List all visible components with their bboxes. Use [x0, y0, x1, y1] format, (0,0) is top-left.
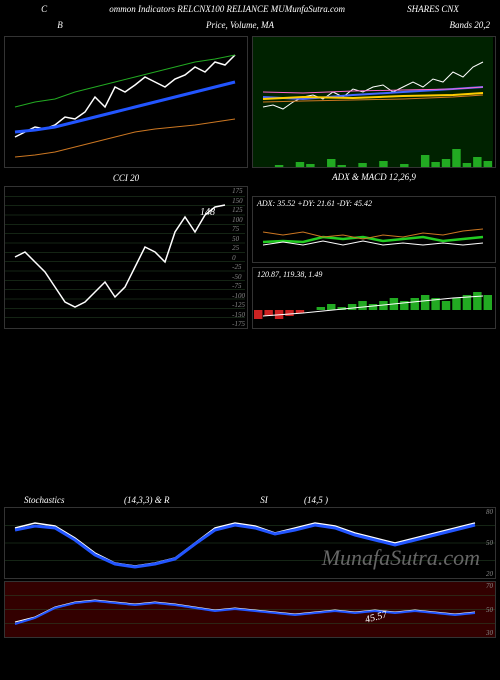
stoch-hm: (14,3,3) & R	[124, 495, 224, 505]
stoch-header: Stochastics (14,3,3) & R SI (14,5 )	[4, 493, 496, 507]
cci-ylabels: 1751501251007550250-25-50-75-100-125-150…	[232, 187, 245, 328]
panel-macd: 120.87, 119.38, 1.49	[252, 267, 496, 329]
stoch-hsi: SI	[224, 495, 304, 505]
cci-title: CCI 20	[113, 173, 139, 183]
stoch-hl: Stochastics	[24, 495, 124, 505]
sub-bands: Bands 20,2	[360, 20, 500, 30]
watermark: MunafaSutra.com	[322, 545, 480, 571]
top-chart-grid: CCI 20 148 1751501251007550250-25-50-75-…	[0, 32, 500, 333]
subheader: B Price, Volume, MA Bands 20,2	[0, 18, 500, 32]
header-left: C	[41, 4, 47, 14]
adx-label: ADX: 35.52 +DY: 21.61 -DY: 45.42	[257, 199, 372, 208]
chart-rsi	[5, 582, 495, 637]
stoch-hr: (14,5 )	[304, 495, 476, 505]
chart-price	[253, 37, 493, 167]
cci-annotation: 148	[200, 207, 215, 218]
panel-price	[252, 36, 496, 168]
chart-bbands	[5, 37, 245, 167]
header: C ommon Indicators RELCNX100 RELIANCE MU…	[0, 0, 500, 18]
panel-adx: ADX: 35.52 +DY: 21.61 -DY: 45.42	[252, 196, 496, 263]
adx-title: ADX & MACD 12,26,9	[252, 172, 496, 182]
panel-bbands	[4, 36, 248, 168]
macd-label: 120.87, 119.38, 1.49	[257, 270, 322, 279]
panel-adx-macd-group: ADX & MACD 12,26,9 ADX: 35.52 +DY: 21.61…	[252, 186, 496, 329]
rsi-ylabels: 705030	[486, 582, 493, 637]
header-right: SHARES CNX	[407, 4, 459, 14]
panel-rsi: 705030 45.57	[4, 581, 496, 638]
sub-b: B	[0, 20, 120, 30]
panel-cci: CCI 20 148 1751501251007550250-25-50-75-…	[4, 186, 248, 329]
header-center: ommon Indicators RELCNX100 RELIANCE MUMu…	[109, 4, 345, 14]
stoch-ylabels: 805020	[486, 508, 493, 578]
sub-price: Price, Volume, MA	[120, 20, 360, 30]
